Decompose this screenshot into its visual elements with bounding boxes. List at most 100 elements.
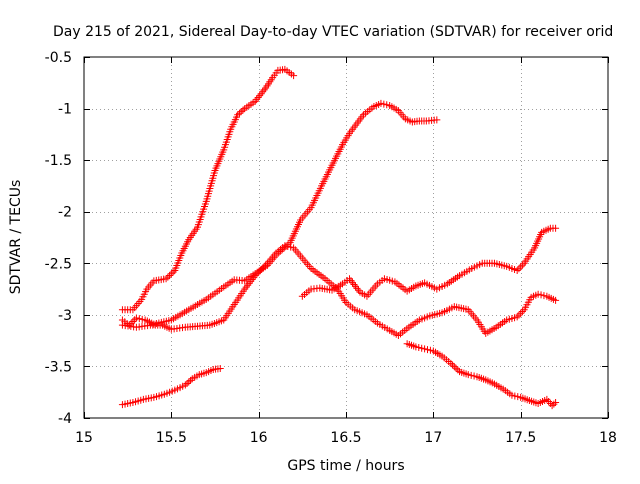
data-point-marker [513, 313, 521, 321]
data-point-marker [518, 261, 526, 269]
data-point-marker [550, 400, 558, 408]
data-point-marker [138, 315, 146, 323]
y-tick-label: -2 [58, 205, 72, 221]
data-point-marker [131, 316, 139, 324]
data-point-marker [517, 309, 525, 317]
data-point-marker [244, 281, 252, 289]
data-point-marker [412, 343, 420, 351]
series-layer [118, 65, 560, 410]
data-point-marker [517, 263, 525, 271]
data-point-marker [537, 291, 545, 299]
data-point-marker [181, 381, 189, 389]
data-point-marker [518, 308, 526, 316]
data-point-marker [290, 72, 298, 80]
y-tick-label: -0.5 [45, 50, 72, 66]
data-point-marker [256, 266, 264, 274]
data-point-marker [514, 393, 522, 401]
data-point-marker [415, 344, 423, 352]
data-point-marker [253, 270, 261, 278]
chart-title: Day 215 of 2021, Sidereal Day-to-day VTE… [53, 24, 613, 40]
data-point-marker [508, 391, 516, 399]
data-point-marker [467, 371, 475, 379]
series-track-6 [118, 364, 224, 409]
data-point-marker [421, 345, 429, 353]
data-point-marker [380, 100, 388, 108]
data-point-marker [353, 284, 361, 292]
y-tick-label: -2.5 [45, 256, 72, 272]
y-tick-label: -3.5 [45, 359, 72, 375]
data-point-marker [239, 106, 247, 114]
data-point-marker [132, 314, 140, 322]
data-point-marker [255, 268, 263, 276]
data-point-marker [347, 277, 355, 285]
data-point-marker [135, 315, 143, 323]
grid [84, 57, 608, 418]
data-point-marker [552, 296, 560, 304]
series-track-3 [118, 242, 560, 339]
data-point-marker [237, 108, 245, 116]
data-point-marker [447, 359, 455, 367]
data-point-marker [167, 270, 175, 278]
data-point-marker [166, 271, 174, 279]
data-point-marker [260, 263, 268, 271]
data-point-marker [350, 281, 358, 289]
data-point-marker [426, 346, 434, 354]
y-tick-label: -1 [58, 102, 72, 118]
data-point-marker [287, 243, 295, 251]
series-track-2 [118, 99, 441, 329]
data-point-marker [464, 371, 472, 379]
data-point-marker [129, 318, 137, 326]
data-point-marker [281, 242, 289, 250]
data-point-marker [548, 402, 556, 410]
data-point-marker [183, 379, 191, 387]
data-point-marker [262, 261, 270, 269]
data-point-marker [452, 364, 460, 372]
data-point-marker [351, 282, 359, 290]
x-tick-label: 15.5 [156, 430, 187, 446]
x-tick-label: 17.5 [505, 430, 536, 446]
x-axis-label: GPS time / hours [287, 458, 404, 474]
data-point-marker [254, 94, 262, 102]
y-axis-label: SDTVAR / TECUs [8, 180, 24, 295]
data-point-marker [515, 265, 523, 273]
data-point-marker [284, 242, 292, 250]
data-point-marker [248, 275, 256, 283]
data-point-marker [511, 392, 519, 400]
data-point-marker [513, 267, 521, 275]
data-point-marker [515, 311, 523, 319]
x-tick-label: 15 [75, 430, 93, 446]
data-point-marker [540, 292, 548, 300]
data-point-marker [185, 378, 193, 386]
data-point-marker [552, 399, 560, 407]
data-point-marker [234, 111, 242, 119]
data-point-marker [377, 99, 385, 107]
data-point-marker [470, 372, 478, 380]
data-point-marker [235, 109, 243, 117]
data-point-marker [251, 272, 259, 280]
ticks: 15 15.5 16 16.5 17 17.5 18 -4 -3.5 -3 -2.5 -2 -1.5 -1… [45, 50, 617, 446]
data-point-marker [450, 363, 458, 371]
x-tick-label: 16.5 [330, 430, 361, 446]
series-track-4 [298, 224, 560, 300]
data-point-marker [242, 283, 250, 291]
data-point-marker [256, 92, 264, 100]
data-point-marker [454, 366, 462, 374]
data-point-marker [534, 290, 542, 298]
data-point-marker [169, 268, 177, 276]
data-point-marker [383, 101, 391, 109]
data-point-marker [216, 364, 224, 372]
data-point-marker [552, 224, 560, 232]
series-track-1 [118, 65, 298, 314]
y-tick-label: -4 [58, 411, 72, 427]
data-point-marker [258, 265, 266, 273]
data-point-marker [418, 344, 426, 352]
data-point-marker [164, 273, 172, 281]
data-point-marker [449, 361, 457, 369]
data-point-marker [259, 88, 267, 96]
data-point-marker [187, 376, 195, 384]
x-tick-label: 18 [599, 430, 617, 446]
data-point-marker [162, 275, 170, 283]
x-tick-label: 16 [250, 430, 268, 446]
